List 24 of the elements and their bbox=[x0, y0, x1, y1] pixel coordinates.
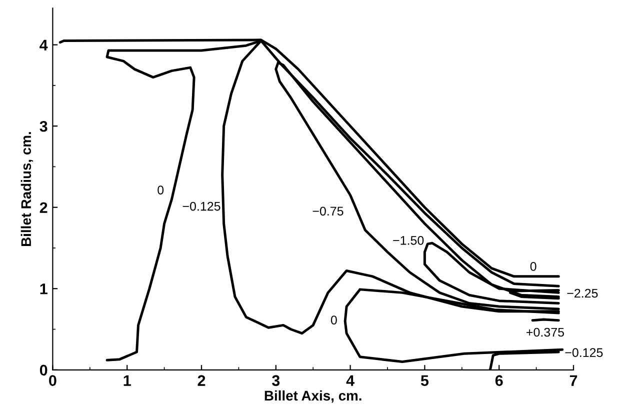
y-tick-label: 0 bbox=[40, 364, 48, 376]
y-tick-label: 3 bbox=[40, 120, 48, 132]
x-tick-label: 2 bbox=[198, 375, 206, 386]
annotation: 0 bbox=[330, 316, 337, 324]
y-tick-label: 2 bbox=[40, 202, 48, 213]
annotation: +0.375 bbox=[526, 328, 564, 337]
annotation: −2.25 bbox=[567, 288, 598, 298]
y-axis-title: Billet Radius, cm. bbox=[20, 132, 34, 246]
y-tick-label: 4 bbox=[40, 40, 48, 50]
x-tick-label: 4 bbox=[346, 375, 354, 386]
x-tick-label: 0 bbox=[49, 375, 56, 386]
x-tick-label: 6 bbox=[495, 375, 503, 386]
annotation: 0 bbox=[530, 262, 536, 271]
annotation: −1.50 bbox=[393, 236, 424, 245]
x-tick-label: 3 bbox=[272, 375, 280, 386]
x-tick-label: 5 bbox=[420, 375, 429, 386]
x-axis-title: Billet Axis, cm. bbox=[264, 390, 362, 403]
x-tick-label: 1 bbox=[124, 375, 131, 386]
y-tick-label: 1 bbox=[40, 284, 48, 294]
annotation: −0.75 bbox=[312, 206, 344, 216]
annotation: −0.125 bbox=[565, 348, 603, 357]
x-tick-label: 7 bbox=[570, 375, 578, 386]
annotation: −0.125 bbox=[182, 202, 220, 211]
annotation: 0 bbox=[158, 186, 164, 194]
